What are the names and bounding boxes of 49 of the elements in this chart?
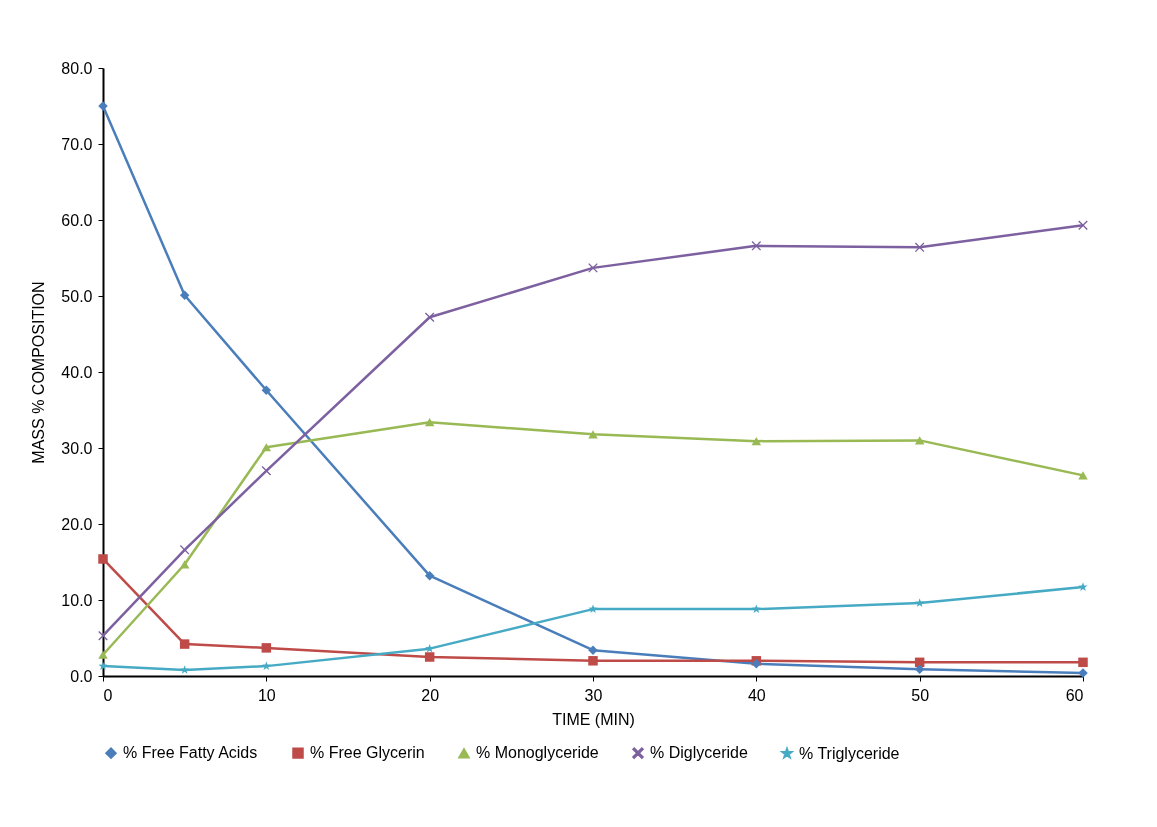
y-tick-label: 60.0 bbox=[61, 211, 93, 229]
y-tick-label: 50.0 bbox=[61, 287, 93, 305]
x-tick-label: 10 bbox=[257, 686, 276, 704]
point bbox=[1078, 220, 1088, 231]
y-tick-label: 20.0 bbox=[61, 515, 93, 533]
x-tick-label: 40 bbox=[747, 686, 766, 704]
x-tick-label: 20 bbox=[421, 686, 440, 704]
legend-label: % Diglyceride bbox=[650, 744, 748, 762]
point bbox=[1078, 657, 1088, 668]
point bbox=[98, 630, 108, 641]
point bbox=[914, 436, 925, 445]
y-tick-label: 70.0 bbox=[61, 135, 93, 153]
point bbox=[261, 661, 271, 670]
y-axis-title: MASS % COMPOSITION bbox=[30, 281, 48, 464]
legend-label: % Triglyceride bbox=[799, 744, 900, 762]
legend-label: % Free Glycerin bbox=[310, 744, 425, 762]
point bbox=[424, 418, 435, 427]
x-tick-label: 60 bbox=[1065, 686, 1084, 704]
y-tick-label: 10.0 bbox=[61, 591, 93, 609]
point bbox=[424, 652, 435, 662]
y-tick-label: 80.0 bbox=[61, 59, 93, 77]
legend-label: % Monoglyceride bbox=[476, 744, 599, 762]
point bbox=[261, 466, 272, 476]
x-tick-label: 50 bbox=[911, 686, 930, 704]
x-axis-title: TIME (MIN) bbox=[552, 710, 635, 728]
y-tick-label: 0.0 bbox=[70, 667, 93, 685]
point bbox=[179, 560, 190, 569]
legend-label: % Free Fatty Acids bbox=[123, 744, 258, 762]
point bbox=[914, 664, 925, 674]
point bbox=[751, 241, 762, 251]
y-tick-label: 30.0 bbox=[61, 439, 93, 457]
x-tick-label: 0 bbox=[103, 686, 113, 704]
point bbox=[180, 665, 190, 674]
point bbox=[179, 639, 190, 649]
point bbox=[261, 443, 272, 452]
point bbox=[751, 604, 761, 613]
y-tick-label: 40.0 bbox=[61, 363, 93, 381]
point bbox=[424, 312, 435, 323]
point bbox=[179, 290, 190, 300]
point bbox=[751, 437, 762, 446]
point bbox=[179, 545, 190, 555]
point bbox=[98, 554, 108, 564]
point bbox=[261, 643, 272, 653]
point bbox=[98, 650, 108, 659]
point bbox=[261, 385, 272, 395]
point bbox=[424, 570, 435, 581]
x-tick-label: 30 bbox=[584, 686, 603, 704]
point bbox=[588, 263, 598, 273]
point bbox=[588, 656, 598, 666]
